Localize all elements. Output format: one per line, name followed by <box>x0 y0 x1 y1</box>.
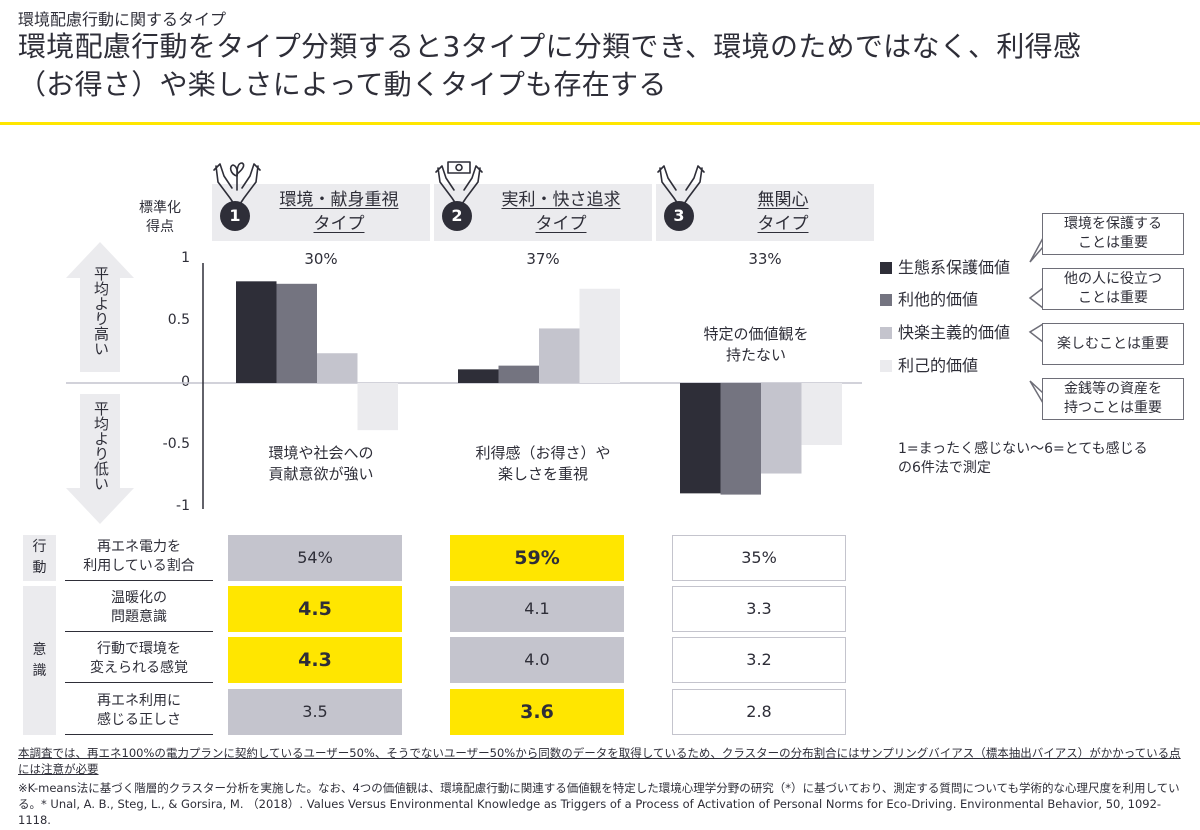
legend-label: 利他的価値 <box>898 290 979 309</box>
type-share: 37% <box>526 250 560 268</box>
up-arrow-icon <box>66 242 134 372</box>
table-cell: 4.0 <box>450 637 624 683</box>
below-average-label: 平均より低い <box>92 401 110 491</box>
legend-item: 利他的価値 <box>880 290 978 310</box>
bars-group <box>236 281 842 495</box>
bar-1-4 <box>357 383 398 431</box>
type-number-badge: 3 <box>664 201 694 231</box>
legend-swatch <box>880 294 892 306</box>
legend-swatch <box>880 360 892 372</box>
scale-note: 1=まったく感じない～6=とても感じる の6件法で測定 <box>898 441 1148 476</box>
type-name: 無関心 タイプ <box>757 190 809 234</box>
table-cell: 59% <box>450 535 624 581</box>
table-cell: 3.5 <box>228 689 402 735</box>
row-label: 再エネ利用に 感じる正しさ <box>65 687 213 735</box>
bar-1-3 <box>317 353 358 383</box>
hands-money-icon <box>435 161 483 205</box>
legend-label: 快楽主義的価値 <box>898 323 1011 342</box>
y-tick-label: -1 <box>176 498 190 514</box>
type-name: 環境・献身重視 タイプ <box>279 190 399 234</box>
type-note: 特定の価値観を 持たない <box>703 325 809 364</box>
type-name: 実利・快さ追求 タイプ <box>501 190 621 234</box>
type-share: 30% <box>304 250 338 268</box>
legend-item: 快楽主義的価値 <box>880 323 1010 343</box>
table-cell: 4.5 <box>228 586 402 632</box>
type-number-badge: 2 <box>442 201 472 231</box>
page-title: 環境配慮行動をタイプ分類すると3タイプに分類でき、環境のためではなく、利得感 （… <box>18 30 1082 101</box>
bar-3-4 <box>801 383 842 445</box>
legend-label: 生態系保護価値 <box>898 258 1011 277</box>
bar-3-2 <box>720 383 761 495</box>
row-label: 行動で環境を 変えられる感覚 <box>65 635 213 683</box>
bar-3-1 <box>680 383 721 494</box>
table-cell: 35% <box>672 535 846 581</box>
page-subtitle: 環境配慮行動に関するタイプ <box>18 10 227 29</box>
type-note: 利得感（お得さ）や 楽しさを重視 <box>475 444 611 483</box>
y-tick-label: 1 <box>181 250 190 266</box>
legend-swatch <box>880 327 892 339</box>
y-tick-label: -0.5 <box>162 436 190 452</box>
callout-tails <box>1028 237 1044 404</box>
down-arrow-icon <box>66 394 134 524</box>
bar-1-2 <box>276 283 317 383</box>
type-note: 環境や社会への 貢献意欲が強い <box>268 444 374 483</box>
bar-1-1 <box>236 281 277 383</box>
y-tick-label: 0 <box>181 374 190 390</box>
y-axis-title: 標準化 得点 <box>139 200 181 235</box>
legend-swatch <box>880 262 892 274</box>
bar-2-1 <box>458 369 499 383</box>
table-cell: 2.8 <box>672 689 846 735</box>
title-accent-rule <box>0 122 1200 125</box>
table-cell: 3.6 <box>450 689 624 735</box>
above-below-arrows <box>66 242 134 524</box>
open-hands-icon <box>657 165 705 205</box>
table-cell: 3.3 <box>672 586 846 632</box>
row-label: 再エネ電力を 利用している割合 <box>65 533 213 581</box>
legend-item: 生態系保護価値 <box>880 258 1010 278</box>
table-cell: 54% <box>228 535 402 581</box>
hands-sprout-icon <box>213 162 261 205</box>
bar-2-4 <box>579 288 620 383</box>
footnote-method: ※K-means法に基づく階層的クラスター分析を実施した。なお、4つの価値観は、… <box>18 781 1180 827</box>
side-label-awareness: 意 識 <box>23 586 56 735</box>
legend-label: 利己的価値 <box>898 356 979 375</box>
legend-callout: 金銭等の資産を 持つことは重要 <box>1042 378 1184 420</box>
y-tick-label: 0.5 <box>167 312 190 328</box>
bar-3-3 <box>761 383 802 474</box>
bar-2-2 <box>498 365 539 383</box>
table-cell: 4.1 <box>450 586 624 632</box>
legend-callout: 楽しむことは重要 <box>1042 323 1184 365</box>
legend-item: 利己的価値 <box>880 356 978 376</box>
legend-callout: 環境を保護する ことは重要 <box>1042 213 1184 255</box>
legend-callout: 他の人に役立つ ことは重要 <box>1042 268 1184 310</box>
type-share: 33% <box>748 250 782 268</box>
side-label-behavior: 行 動 <box>23 535 56 581</box>
table-cell: 4.3 <box>228 637 402 683</box>
footnote-sampling-bias: 本調査では、再エネ100%の電力プランに契約しているユーザー50%、そうでないユ… <box>18 746 1181 776</box>
above-average-label: 平均より高い <box>92 266 110 356</box>
bar-2-3 <box>539 328 580 383</box>
type-number-badge: 1 <box>220 201 250 231</box>
row-label: 温暖化の 問題意識 <box>65 584 213 632</box>
table-cell: 3.2 <box>672 637 846 683</box>
